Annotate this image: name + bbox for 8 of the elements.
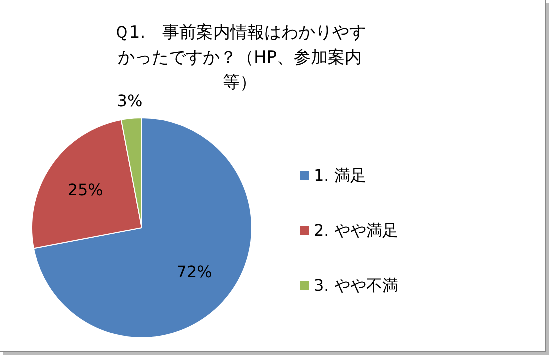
pie-slice xyxy=(33,118,252,338)
data-label: 25% xyxy=(68,180,104,200)
legend-label: 2. やや満足 xyxy=(314,221,398,240)
legend-label: 1. 満足 xyxy=(314,166,366,185)
data-label: 72% xyxy=(176,262,212,282)
data-label: 3% xyxy=(117,92,143,111)
legend-label: 3. やや不満 xyxy=(314,276,398,295)
chart-title: Ｑ1. 事前案内情報はわかりやすかったですか？（HP、参加案内等） xyxy=(113,23,367,93)
